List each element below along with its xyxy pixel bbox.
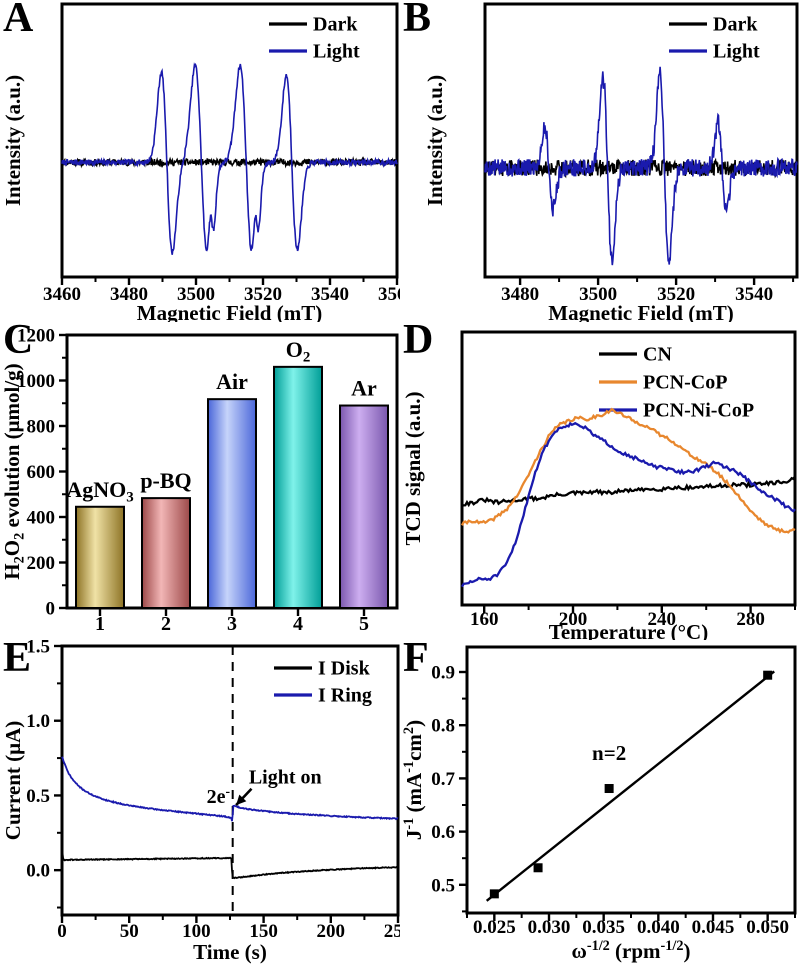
svg-text:150: 150 [249, 921, 278, 942]
svg-text:3480: 3480 [501, 284, 539, 305]
svg-text:Ar: Ar [351, 376, 377, 401]
panel-b: 3480 3500 3520 3540 Magnetic Field (mT) Inten… [400, 0, 800, 322]
svg-text:0.050: 0.050 [746, 917, 789, 938]
svg-text:3560: 3560 [378, 284, 400, 305]
svg-text:100: 100 [182, 921, 211, 942]
svg-text:3460: 3460 [43, 284, 81, 305]
svg-text:ω-1/2 (rpm-1/2): ω-1/2 (rpm-1/2) [571, 938, 690, 963]
svg-text:Light: Light [313, 41, 360, 63]
svg-text:240: 240 [648, 609, 677, 630]
panel-d-letter: D [403, 317, 434, 363]
tcd-signal-chart: 160 200 240 280 Temperature (°C) TCD signal (… [401, 330, 797, 640]
svg-text:0.5: 0.5 [26, 786, 50, 807]
svg-text:4: 4 [293, 613, 303, 635]
svg-text:0: 0 [46, 599, 56, 620]
panel-d: 160 200 240 280 Temperature (°C) TCD signal (… [400, 317, 800, 640]
svg-text:1.0: 1.0 [26, 711, 50, 732]
panel-c: 0 200 400 600 800 1000 1200 H2O2 evolution (μmo… [0, 317, 400, 640]
svg-text:O2: O2 [286, 337, 311, 366]
panel-b-letter: B [403, 0, 432, 41]
svg-text:250: 250 [384, 921, 400, 942]
svg-text:3500: 3500 [579, 284, 617, 305]
h2o2-evolution-bar-chart: 0 200 400 600 800 1000 1200 H2O2 evolution (μmo… [0, 326, 399, 635]
svg-text:CN: CN [643, 344, 672, 366]
svg-text:0.030: 0.030 [528, 917, 571, 938]
svg-text:200: 200 [27, 553, 56, 574]
svg-text:0: 0 [57, 921, 67, 942]
svg-text:200: 200 [317, 921, 346, 942]
svg-text:Magnetic Field (mT): Magnetic Field (mT) [137, 301, 322, 322]
svg-text:0.025: 0.025 [473, 917, 516, 938]
svg-text:PCN-CoP: PCN-CoP [643, 372, 727, 394]
svg-text:600: 600 [27, 462, 56, 483]
svg-text:3: 3 [227, 613, 237, 635]
svg-text:Current (μA): Current (μA) [1, 721, 25, 840]
svg-text:1: 1 [95, 613, 105, 635]
svg-text:3540: 3540 [311, 284, 349, 305]
svg-text:I Ring: I Ring [318, 685, 372, 707]
esr-superoxide-chart: 3460 3480 3500 3520 3540 3560 Magnetic Field (… [1, 2, 400, 322]
svg-text:H2O2 evolution (μmol/g): H2O2 evolution (μmol/g) [0, 363, 28, 579]
svg-text:Intensity (a.u.): Intensity (a.u.) [1, 75, 25, 206]
panel-a-letter: A [3, 0, 34, 41]
panel-e-letter: E [3, 635, 32, 681]
svg-text:800: 800 [27, 417, 56, 438]
svg-text:n=2: n=2 [592, 741, 626, 765]
svg-text:400: 400 [27, 508, 56, 529]
svg-text:2e-: 2e- [207, 783, 231, 808]
panel-f-letter: F [403, 635, 429, 681]
svg-text:1200: 1200 [17, 326, 55, 347]
svg-text:TCD signal (a.u.): TCD signal (a.u.) [401, 391, 425, 545]
svg-text:0.9: 0.9 [431, 663, 455, 684]
svg-text:5: 5 [359, 613, 369, 635]
svg-text:200: 200 [559, 609, 588, 630]
svg-text:0.035: 0.035 [582, 917, 625, 938]
svg-text:0.045: 0.045 [692, 917, 735, 938]
svg-text:Dark: Dark [313, 14, 358, 36]
panel-f: 0.025 0.030 0.035 0.040 0.045 0.050 0.5 0.6 0.7 0… [400, 635, 800, 964]
svg-text:280: 280 [736, 609, 765, 630]
svg-text:0.5: 0.5 [431, 875, 455, 896]
svg-text:J-1 (mA-1cm2): J-1 (mA-1cm2) [401, 720, 426, 840]
svg-text:PCN-Ni-CoP: PCN-Ni-CoP [643, 400, 754, 422]
svg-text:Temperature (°C): Temperature (°C) [549, 620, 708, 640]
rrde-current-chart: 0 50 100 150 200 250 0.0 0.5 1.0 1.5 Time (s) Curre… [1, 640, 400, 964]
svg-text:I Disk: I Disk [318, 658, 371, 680]
svg-text:2: 2 [161, 613, 171, 635]
svg-text:3500: 3500 [177, 284, 215, 305]
svg-text:Dark: Dark [713, 14, 758, 36]
svg-text:0.6: 0.6 [431, 822, 455, 843]
panel-e: 0 50 100 150 200 250 0.0 0.5 1.0 1.5 Time (s) Curre… [0, 635, 400, 964]
svg-text:Time (s): Time (s) [193, 940, 267, 964]
svg-text:3540: 3540 [735, 284, 773, 305]
svg-text:3480: 3480 [110, 284, 148, 305]
svg-text:Air: Air [216, 369, 248, 394]
svg-text:AgNO3: AgNO3 [66, 477, 133, 506]
svg-text:Light: Light [713, 41, 760, 63]
svg-text:50: 50 [120, 921, 139, 942]
panel-c-letter: C [3, 317, 34, 363]
svg-text:1000: 1000 [17, 371, 55, 392]
svg-text:0.7: 0.7 [431, 769, 455, 790]
panel-a: 3460 3480 3500 3520 3540 3560 Magnetic Field (… [0, 0, 400, 322]
svg-text:3520: 3520 [657, 284, 695, 305]
svg-text:Intensity (a.u.): Intensity (a.u.) [423, 75, 447, 206]
koutecky-levich-chart: 0.025 0.030 0.035 0.040 0.045 0.050 0.5 0.6 0.7 0… [401, 645, 797, 963]
svg-text:p-BQ: p-BQ [140, 468, 191, 493]
svg-text:160: 160 [470, 609, 499, 630]
svg-text:0.8: 0.8 [431, 716, 455, 737]
svg-text:Light on: Light on [249, 766, 322, 788]
svg-text:3520: 3520 [244, 284, 282, 305]
svg-text:0.040: 0.040 [637, 917, 680, 938]
svg-text:0.0: 0.0 [26, 861, 50, 882]
svg-text:Magnetic Field (mT): Magnetic Field (mT) [548, 301, 733, 322]
svg-text:1.5: 1.5 [26, 640, 50, 658]
